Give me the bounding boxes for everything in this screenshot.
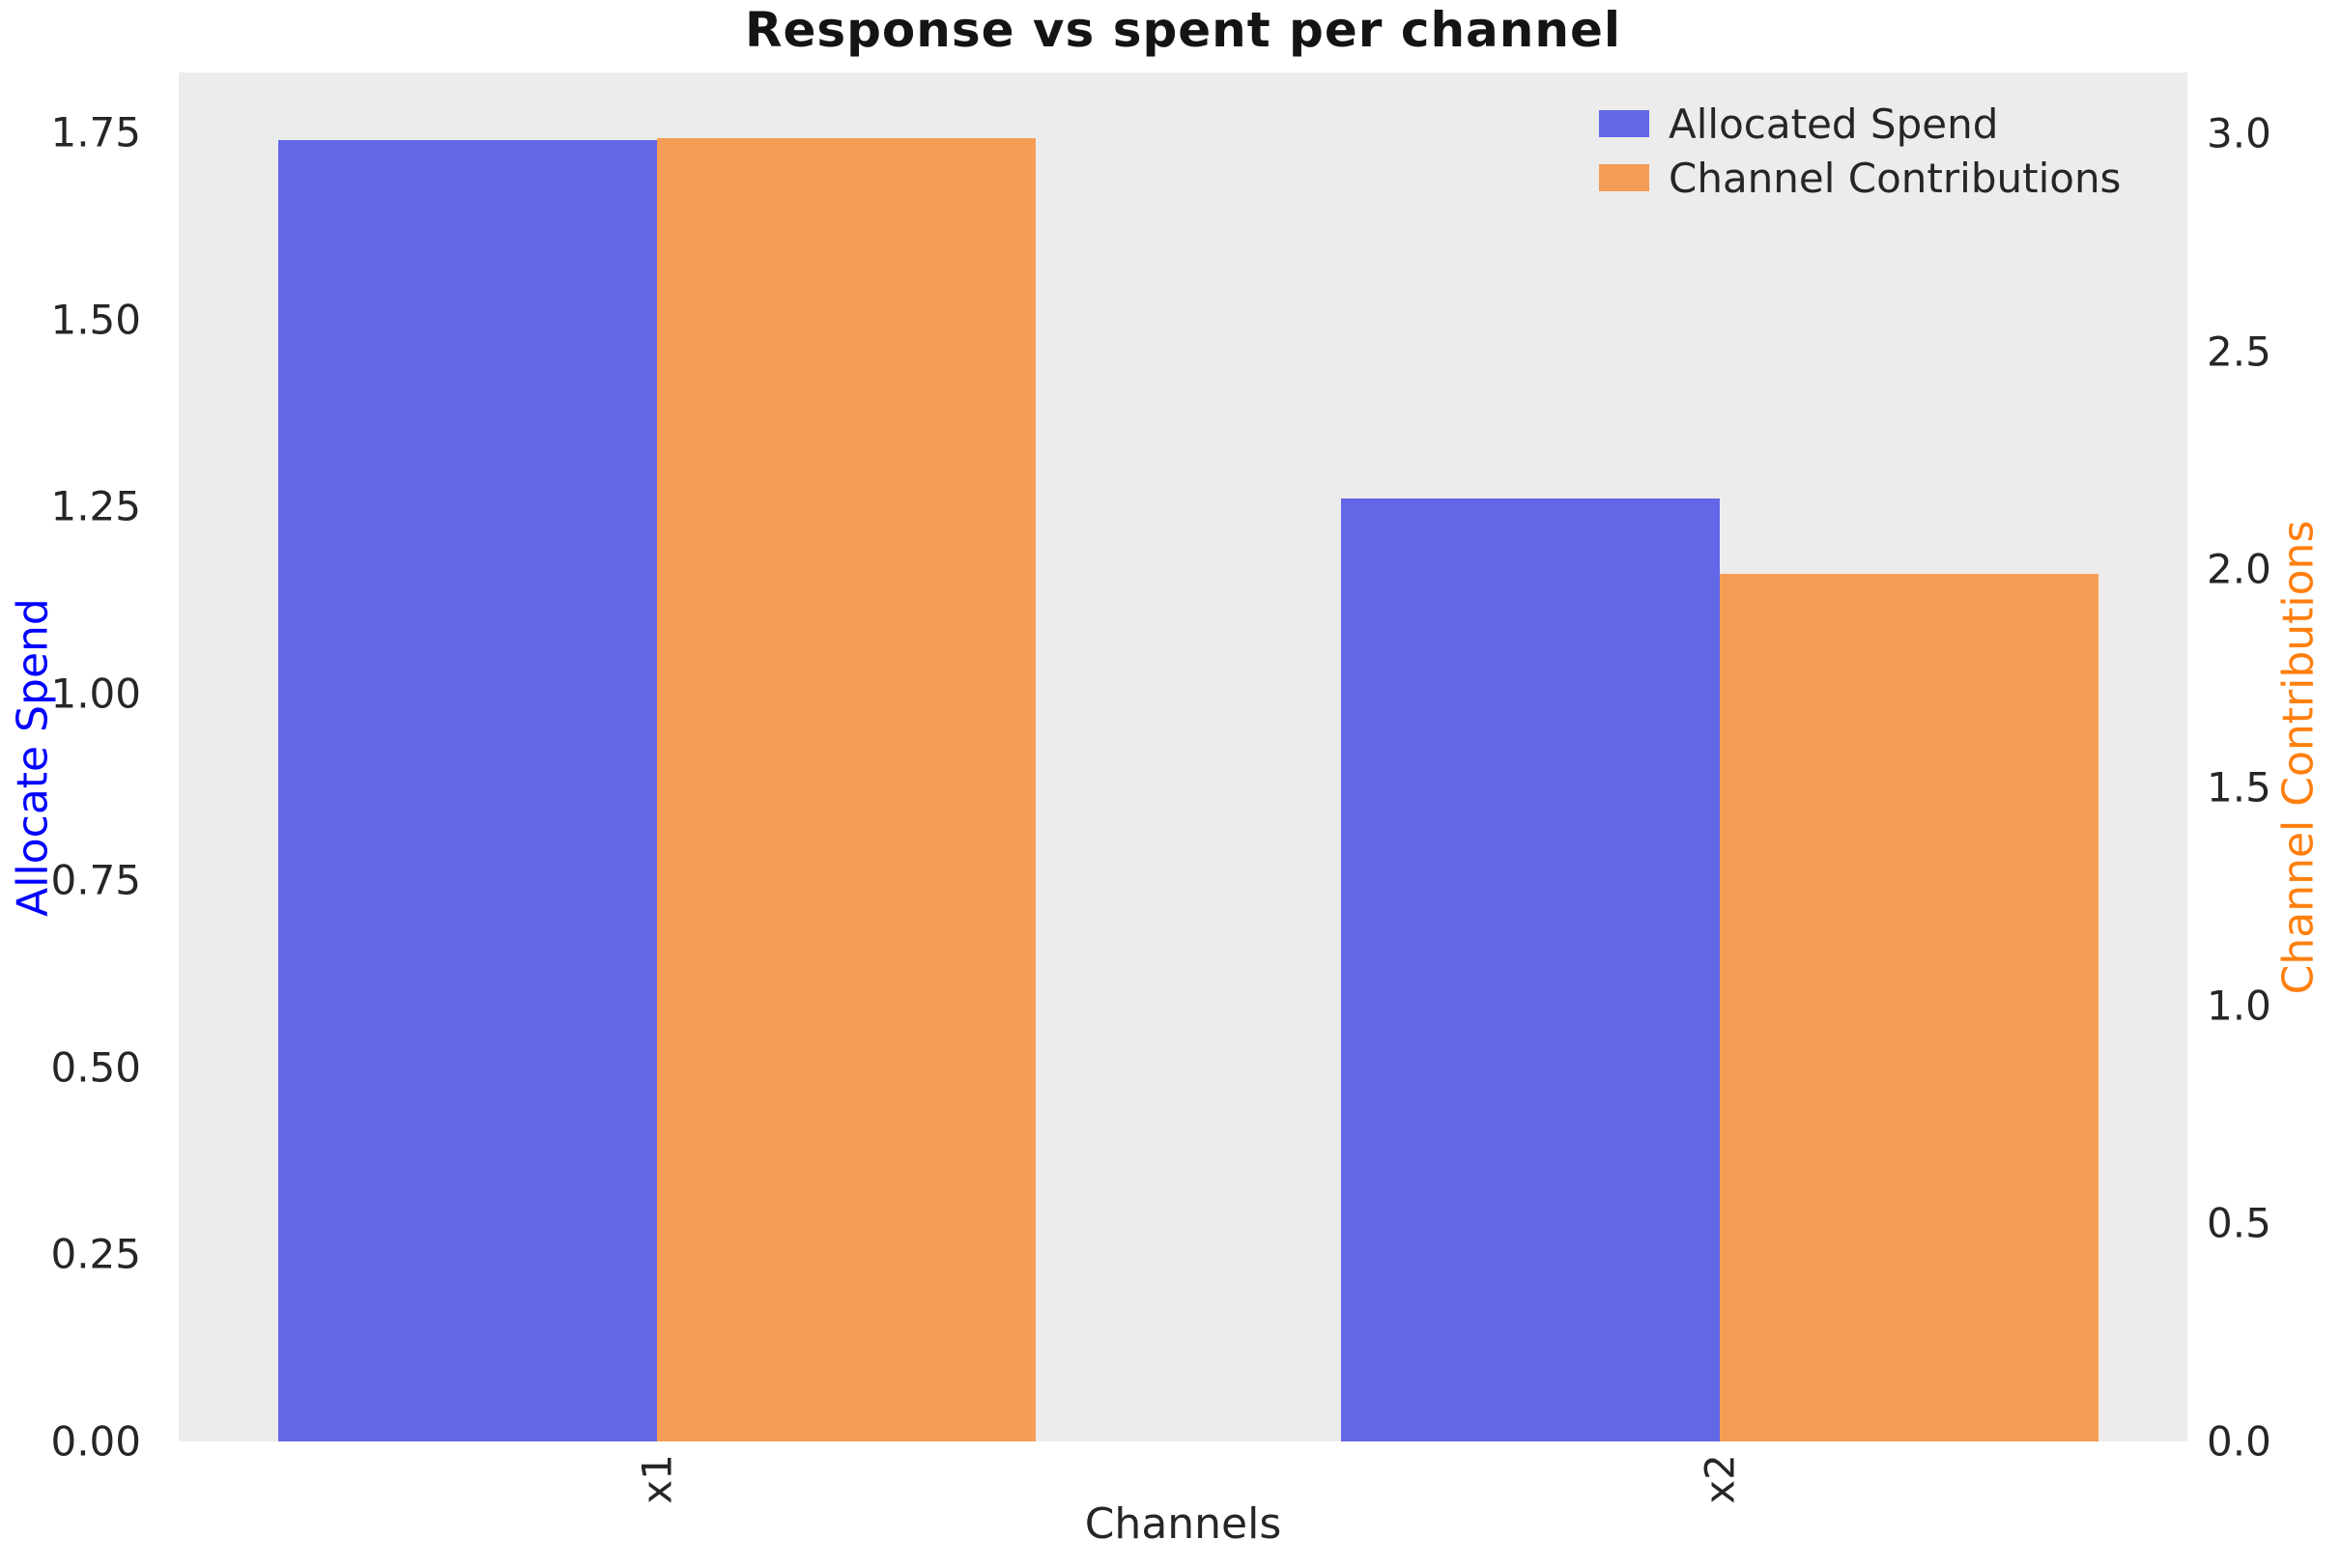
legend-swatch-channel-contributions: [1599, 164, 1649, 191]
y-tick-label-left-0.50: 0.50: [50, 1043, 141, 1092]
y-tick-label-right-0.5: 0.5: [2207, 1199, 2271, 1247]
right-axis-title: Channel Contributions: [2273, 520, 2324, 995]
y-tick-label-right-0.0: 0.0: [2207, 1417, 2271, 1466]
bar-allocated-spend-x1: [278, 139, 657, 1441]
y-tick-label-right-2.5: 2.5: [2207, 328, 2271, 376]
bar-channel-contributions-x1: [657, 137, 1036, 1441]
x-axis-title: Channels: [1084, 1499, 1282, 1549]
left-axis-title: Allocate Spend: [8, 598, 58, 917]
bar-allocated-spend-x2: [1341, 499, 1720, 1441]
y-tick-label-left-1.75: 1.75: [50, 108, 141, 157]
left-axis-ticks: 0.00 0.25 0.50 0.75 1.00 1.25 1.50 1.75: [0, 72, 155, 1465]
legend-swatch-allocated-spend: [1599, 110, 1649, 137]
legend-item-allocated-spend: Allocated Spend: [1599, 97, 2121, 151]
plot-area: [179, 72, 2187, 1441]
legend: Allocated Spend Channel Contributions: [1599, 97, 2121, 205]
y-tick-label-left-0.00: 0.00: [50, 1417, 141, 1466]
y-tick-label-right-1.5: 1.5: [2207, 763, 2271, 812]
y-tick-label-left-0.75: 0.75: [50, 856, 141, 904]
right-axis-ticks: 0.0 0.5 1.0 1.5 2.0 2.5 3.0: [2207, 72, 2341, 1466]
legend-label-allocated-spend: Allocated Spend: [1669, 100, 1999, 148]
y-tick-label-right-1.0: 1.0: [2207, 982, 2271, 1030]
legend-item-channel-contributions: Channel Contributions: [1599, 151, 2121, 205]
y-tick-label-left-1.50: 1.50: [50, 296, 141, 344]
chart-title: Response vs spent per channel: [744, 2, 1622, 58]
y-tick-label-right-2.0: 2.0: [2207, 545, 2271, 593]
y-tick-label-left-1.00: 1.00: [50, 670, 141, 718]
y-tick-label-left-1.25: 1.25: [50, 482, 141, 530]
y-tick-label-right-3.0: 3.0: [2207, 109, 2271, 157]
legend-label-channel-contributions: Channel Contributions: [1669, 154, 2122, 202]
bar-channel-contributions-x2: [1720, 573, 2098, 1441]
y-tick-label-left-0.25: 0.25: [50, 1230, 141, 1278]
